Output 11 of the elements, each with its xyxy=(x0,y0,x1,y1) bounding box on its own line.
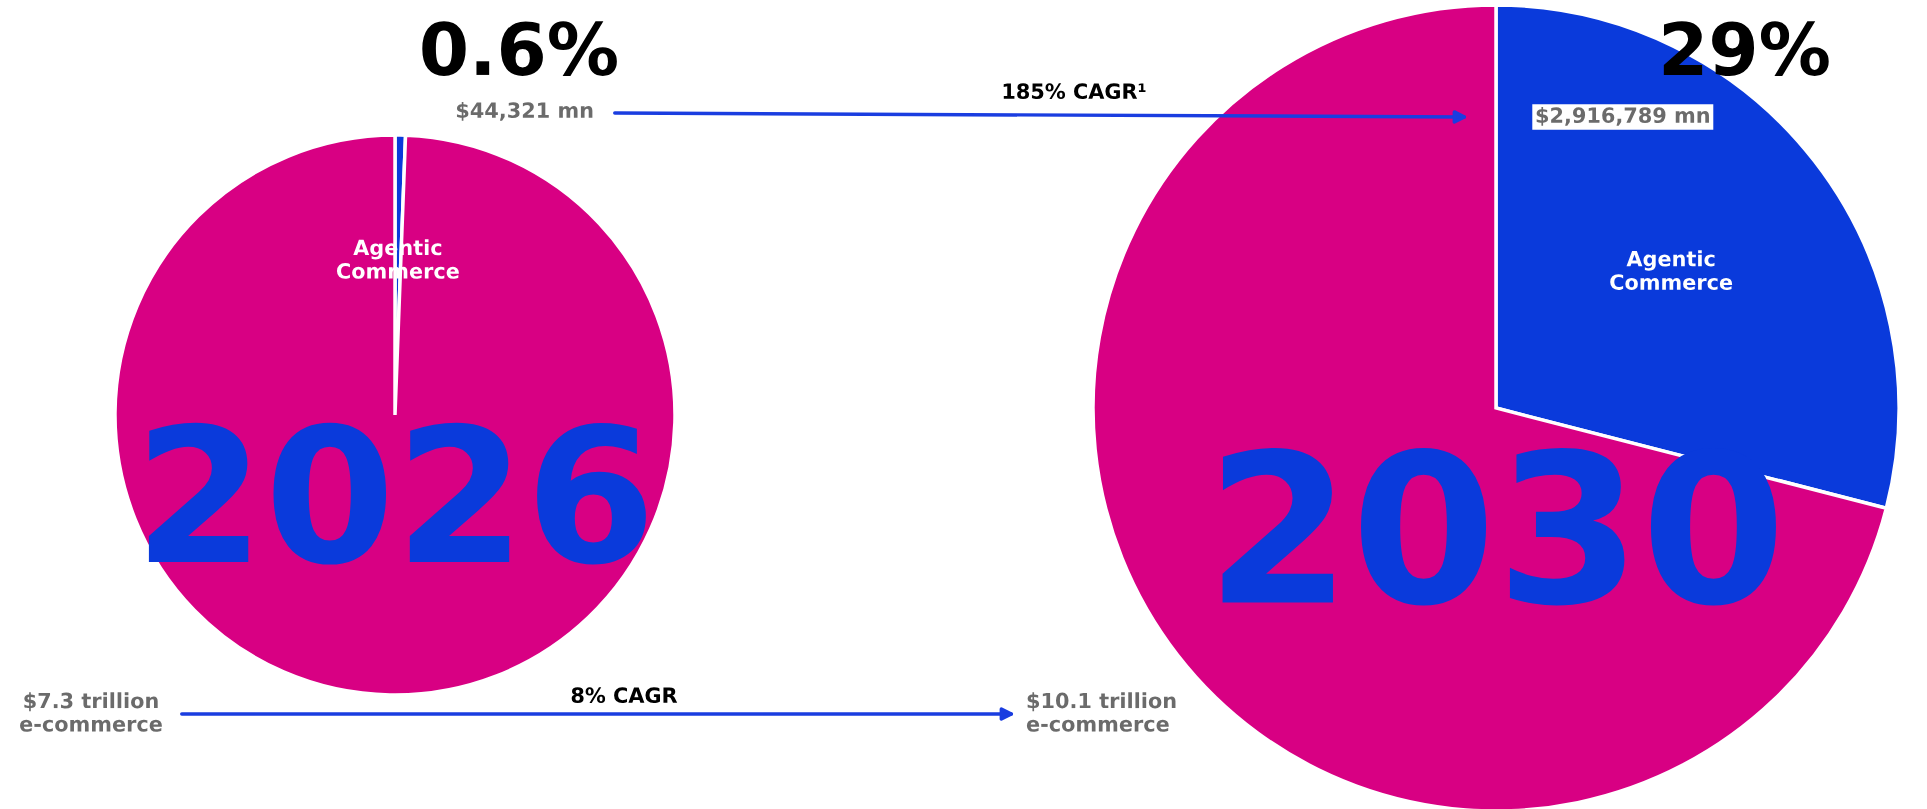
text: 2026 xyxy=(148,422,646,565)
text: $2,916,789 mn xyxy=(1536,106,1709,126)
text: 185% CAGR¹ xyxy=(1003,83,1146,100)
data-label: 29% xyxy=(1663,21,1829,76)
text: 8% CAGR xyxy=(571,687,678,704)
text: $44,321 mn xyxy=(456,101,593,121)
text: $7.3 trillion e-commerce xyxy=(20,692,162,732)
text: $10.1 trillion e-commerce xyxy=(1026,692,1176,732)
slice-label: Agentic Commerce xyxy=(1610,250,1733,290)
data-label: 0.6% xyxy=(422,21,617,76)
text: 2030 xyxy=(1222,447,1776,606)
